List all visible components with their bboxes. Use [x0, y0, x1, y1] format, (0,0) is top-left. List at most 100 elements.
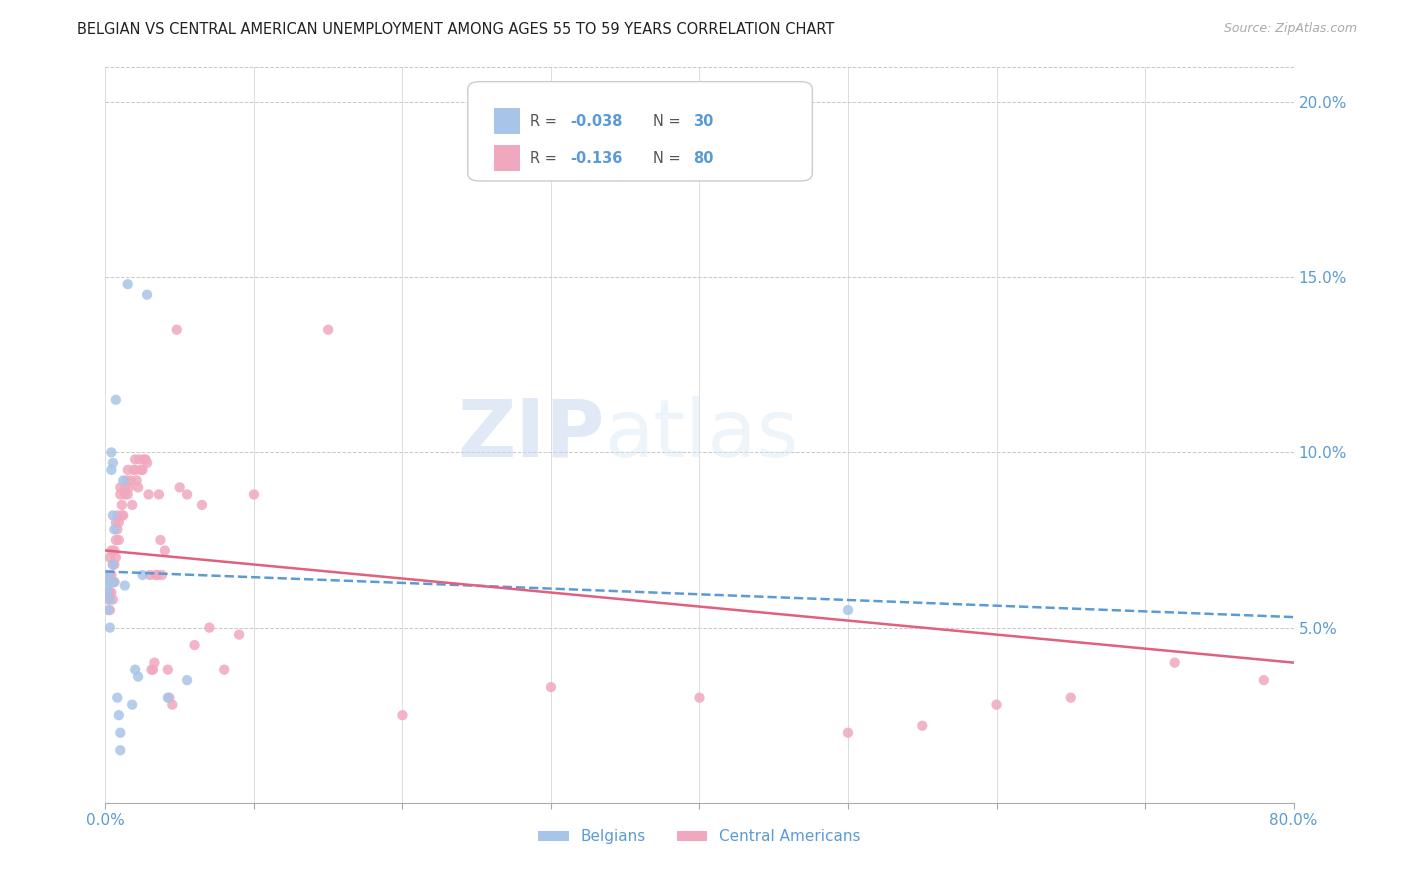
Point — [98, 574, 121, 589]
FancyBboxPatch shape — [494, 145, 520, 171]
Point — [117, 487, 139, 501]
Point — [105, 690, 128, 705]
Point — [198, 621, 221, 635]
Point — [1060, 690, 1083, 705]
Point — [100, 568, 122, 582]
Text: R =: R = — [530, 151, 561, 166]
Point — [118, 480, 141, 494]
Point — [111, 508, 134, 523]
Point — [124, 463, 146, 477]
Point — [316, 323, 339, 337]
Point — [110, 743, 132, 757]
Point — [98, 568, 121, 582]
Point — [156, 663, 179, 677]
Point — [131, 463, 153, 477]
Point — [98, 585, 121, 599]
Point — [138, 487, 160, 501]
Point — [110, 487, 132, 501]
Point — [117, 463, 139, 477]
Point — [108, 708, 131, 723]
Point — [153, 543, 176, 558]
Point — [1164, 656, 1187, 670]
Point — [98, 621, 121, 635]
Point — [103, 574, 125, 589]
Point — [141, 663, 163, 677]
Text: N =: N = — [654, 113, 685, 128]
Point — [101, 456, 124, 470]
Point — [97, 585, 120, 599]
Text: Source: ZipAtlas.com: Source: ZipAtlas.com — [1223, 22, 1357, 36]
Point — [96, 568, 118, 582]
Point — [104, 516, 127, 530]
Point — [228, 627, 250, 641]
Point — [148, 487, 170, 501]
Point — [128, 452, 150, 467]
Point — [176, 673, 198, 687]
Point — [101, 558, 124, 572]
Point — [142, 663, 165, 677]
Point — [162, 698, 184, 712]
Point — [114, 487, 136, 501]
Point — [110, 725, 132, 739]
Point — [100, 543, 122, 558]
Point — [837, 603, 859, 617]
Point — [104, 533, 127, 547]
Point — [98, 592, 121, 607]
Text: ZIP: ZIP — [457, 396, 605, 474]
Point — [124, 452, 146, 467]
Point — [214, 663, 236, 677]
Point — [97, 592, 120, 607]
Point — [156, 690, 179, 705]
Point — [100, 585, 122, 599]
Point — [122, 463, 145, 477]
Point — [149, 533, 172, 547]
Point — [103, 523, 125, 537]
Legend: Belgians, Central Americans: Belgians, Central Americans — [531, 823, 868, 850]
FancyBboxPatch shape — [494, 108, 520, 134]
Point — [183, 638, 205, 652]
Point — [121, 698, 143, 712]
Point — [986, 698, 1008, 712]
Point — [112, 474, 135, 488]
Point — [103, 558, 125, 572]
Point — [101, 558, 124, 572]
Text: 30: 30 — [693, 113, 714, 128]
Point — [97, 603, 120, 617]
Point — [120, 474, 142, 488]
Point — [911, 719, 934, 733]
Point — [125, 474, 148, 488]
Point — [114, 480, 136, 494]
Point — [121, 498, 143, 512]
Point — [135, 452, 157, 467]
FancyBboxPatch shape — [468, 81, 813, 181]
Point — [105, 508, 128, 523]
Point — [105, 523, 128, 537]
Point — [143, 656, 166, 670]
Point — [103, 574, 125, 589]
Point — [176, 487, 198, 501]
Point — [104, 392, 127, 407]
Point — [117, 277, 139, 292]
Text: N =: N = — [654, 151, 685, 166]
Point — [97, 568, 120, 582]
Point — [112, 508, 135, 523]
Point — [108, 533, 131, 547]
Point — [100, 445, 122, 459]
Point — [108, 516, 131, 530]
Point — [127, 480, 149, 494]
Point — [98, 603, 121, 617]
Point — [96, 585, 118, 599]
Point — [124, 663, 146, 677]
Point — [689, 690, 711, 705]
Point — [136, 287, 159, 301]
Point — [127, 670, 149, 684]
Point — [243, 487, 266, 501]
Point — [132, 452, 155, 467]
Point — [110, 480, 132, 494]
Point — [115, 474, 138, 488]
Point — [391, 708, 413, 723]
Point — [146, 568, 169, 582]
Point — [97, 578, 120, 592]
Point — [101, 592, 124, 607]
Text: 80: 80 — [693, 151, 714, 166]
